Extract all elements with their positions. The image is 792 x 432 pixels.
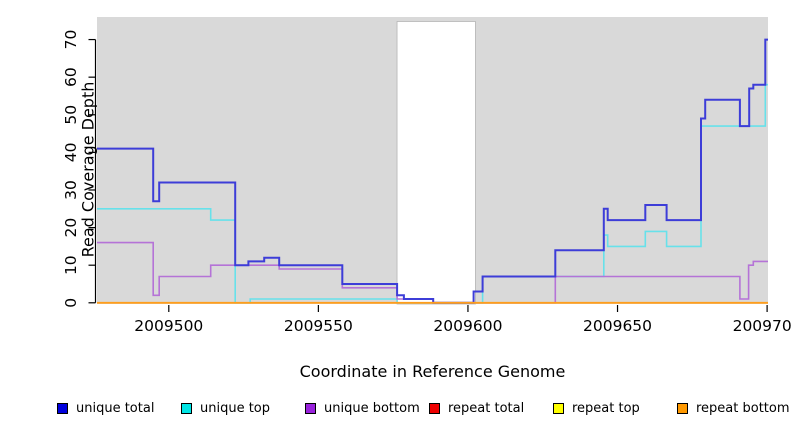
legend-swatch — [677, 402, 688, 414]
legend-label: repeat bottom — [696, 400, 790, 416]
legend-swatch — [57, 402, 68, 414]
legend-label: unique top — [200, 400, 271, 416]
y-tick-label: 20 — [62, 218, 80, 238]
masked-region — [396, 21, 476, 305]
legend: unique total unique top unique bottom repea… — [0, 399, 792, 421]
legend-swatch — [181, 402, 192, 414]
x-tick-label: 2009700 — [733, 317, 792, 335]
legend-label: repeat top — [572, 400, 640, 416]
y-axis-title: Read Coverage Depth — [78, 81, 98, 258]
x-tick-label: 2009550 — [284, 317, 353, 335]
y-tick-label: 0 — [62, 298, 80, 308]
legend-swatch — [305, 402, 316, 414]
y-tick-label: 60 — [62, 67, 80, 87]
y-tick-label: 70 — [62, 30, 80, 50]
series-line-unique-top — [97, 83, 768, 304]
y-tick-label: 40 — [62, 143, 80, 163]
y-tick-label: 50 — [62, 105, 80, 125]
legend-item-unique-top: unique top — [181, 399, 270, 417]
legend-label: unique bottom — [324, 400, 420, 416]
y-tick-label: 30 — [62, 180, 80, 200]
legend-swatch — [429, 402, 440, 414]
x-tick-label: 2009500 — [134, 317, 203, 335]
legend-item-unique-total: unique total — [57, 399, 154, 417]
legend-item-repeat-top: repeat top — [553, 399, 640, 417]
legend-item-repeat-total: repeat total — [429, 399, 524, 417]
legend-label: repeat total — [448, 400, 525, 416]
y-tick-label: 10 — [62, 255, 80, 275]
x-tick-label: 2009650 — [583, 317, 652, 335]
legend-swatch — [553, 402, 564, 414]
series-line-unique-total — [97, 38, 768, 304]
legend-label: unique total — [76, 400, 155, 416]
legend-item-repeat-bottom: repeat bottom — [677, 399, 790, 417]
legend-item-unique-bottom: unique bottom — [305, 399, 420, 417]
x-tick-label: 2009600 — [433, 317, 502, 335]
x-axis-title: Coordinate in Reference Genome — [299, 362, 566, 381]
